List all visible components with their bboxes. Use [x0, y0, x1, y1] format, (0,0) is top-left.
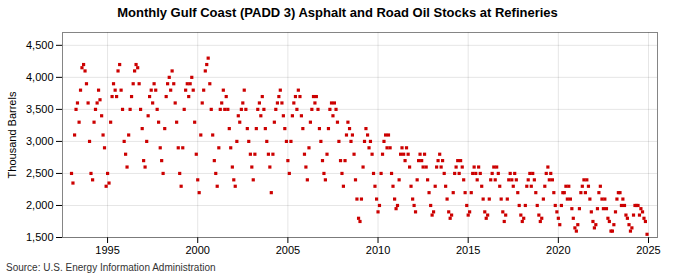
- svg-text:2025: 2025: [636, 244, 660, 256]
- svg-text:2,500: 2,500: [26, 167, 54, 179]
- svg-text:2005: 2005: [276, 244, 300, 256]
- svg-text:2,000: 2,000: [26, 199, 54, 211]
- svg-text:4,000: 4,000: [26, 71, 54, 83]
- svg-text:4,500: 4,500: [26, 39, 54, 51]
- svg-text:1995: 1995: [95, 244, 119, 256]
- html-text:Source: U.S. Energy Informatio: Source: U.S. Energy Information Administ…: [6, 262, 216, 273]
- svg-text:Thousand Barrels: Thousand Barrels: [6, 91, 18, 178]
- svg-text:1,500: 1,500: [26, 231, 54, 243]
- svg-text:2000: 2000: [185, 244, 209, 256]
- svg-text:3,000: 3,000: [26, 135, 54, 147]
- svg-text:2010: 2010: [366, 244, 390, 256]
- svg-text:2015: 2015: [456, 244, 480, 256]
- svg-text:2020: 2020: [546, 244, 570, 256]
- svg-text:3,500: 3,500: [26, 103, 54, 115]
- html-text:Monthly Gulf Coast (PADD 3) As: Monthly Gulf Coast (PADD 3) Asphalt and …: [117, 5, 558, 20]
